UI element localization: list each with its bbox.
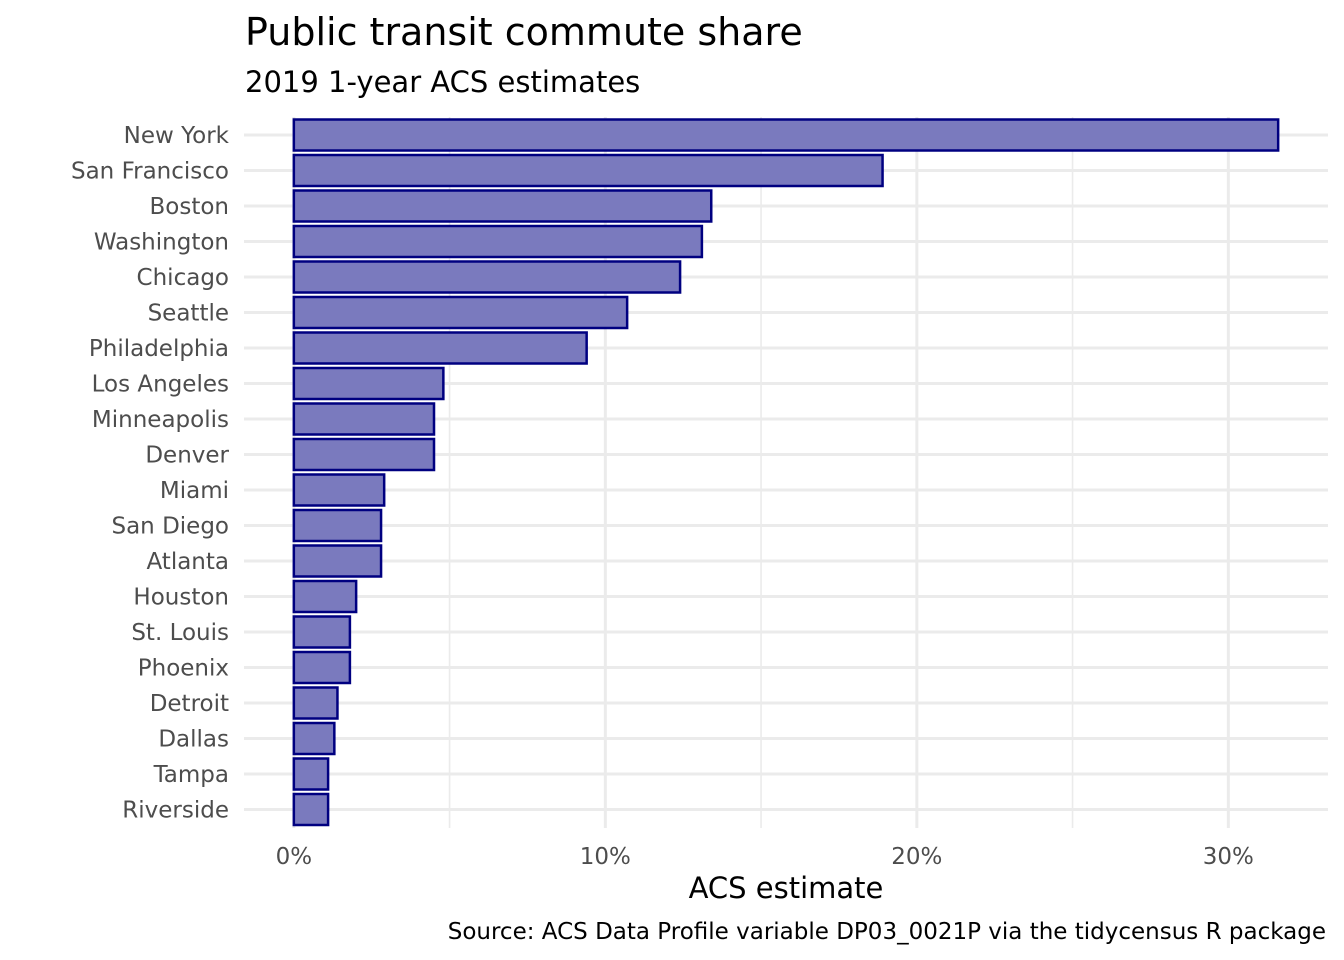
x-tick-label: 30% [1203, 844, 1254, 870]
bar [292, 473, 386, 507]
bar [292, 757, 330, 791]
bar [292, 331, 588, 365]
x-tick-label: 20% [891, 844, 942, 870]
bar [292, 792, 330, 827]
y-tick-label: Seattle [148, 301, 229, 327]
bar [292, 437, 436, 472]
bar [292, 189, 713, 223]
bar [292, 721, 336, 756]
grid-lines [244, 117, 1328, 828]
y-tick-label: Chicago [137, 265, 229, 291]
bar [292, 224, 704, 259]
bar [292, 508, 383, 543]
x-axis-label: ACS estimate [689, 871, 884, 905]
y-tick-label: Dallas [158, 727, 229, 753]
bar [292, 366, 445, 401]
y-tick-label: Detroit [150, 691, 229, 717]
bar [292, 650, 352, 685]
bar [292, 260, 682, 294]
bar [292, 295, 629, 330]
y-tick-label: Houston [133, 585, 229, 611]
y-tick-label: St. Louis [131, 620, 229, 646]
y-tick-label: Miami [160, 478, 229, 504]
y-tick-label: Atlanta [146, 549, 229, 575]
y-tick-label: Los Angeles [92, 372, 229, 398]
y-tick-label: Riverside [122, 798, 229, 824]
y-tick-label: San Francisco [71, 159, 229, 185]
y-tick-label: San Diego [111, 514, 229, 540]
x-tick-label: 10% [580, 844, 631, 870]
y-tick-label: Tampa [153, 762, 229, 788]
bar [292, 615, 352, 649]
y-tick-label: Minneapolis [92, 407, 229, 433]
chart-title: Public transit commute share [245, 10, 803, 54]
y-tick-label: Denver [145, 443, 229, 469]
x-tick-label: 0% [276, 844, 313, 870]
bar [292, 153, 884, 188]
x-axis-tick-labels: 0% 10% 20% 30% [276, 844, 1254, 870]
bar [292, 579, 358, 614]
y-tick-label: Washington [94, 230, 229, 256]
y-tick-label: New York [124, 123, 230, 149]
bar [292, 686, 339, 720]
y-axis-tick-labels: New York San Francisco Boston Washington Chi… [71, 123, 230, 824]
y-tick-label: Philadelphia [89, 336, 229, 362]
bar [292, 402, 436, 436]
y-tick-label: Boston [149, 194, 229, 220]
bar [292, 544, 383, 578]
y-tick-label: Phoenix [138, 656, 229, 682]
chart-subtitle: 2019 1-year ACS estimates [245, 65, 640, 99]
chart-caption: Source: ACS Data Profile variable DP03_0… [448, 919, 1326, 945]
bar [292, 118, 1280, 152]
bars [292, 118, 1280, 827]
